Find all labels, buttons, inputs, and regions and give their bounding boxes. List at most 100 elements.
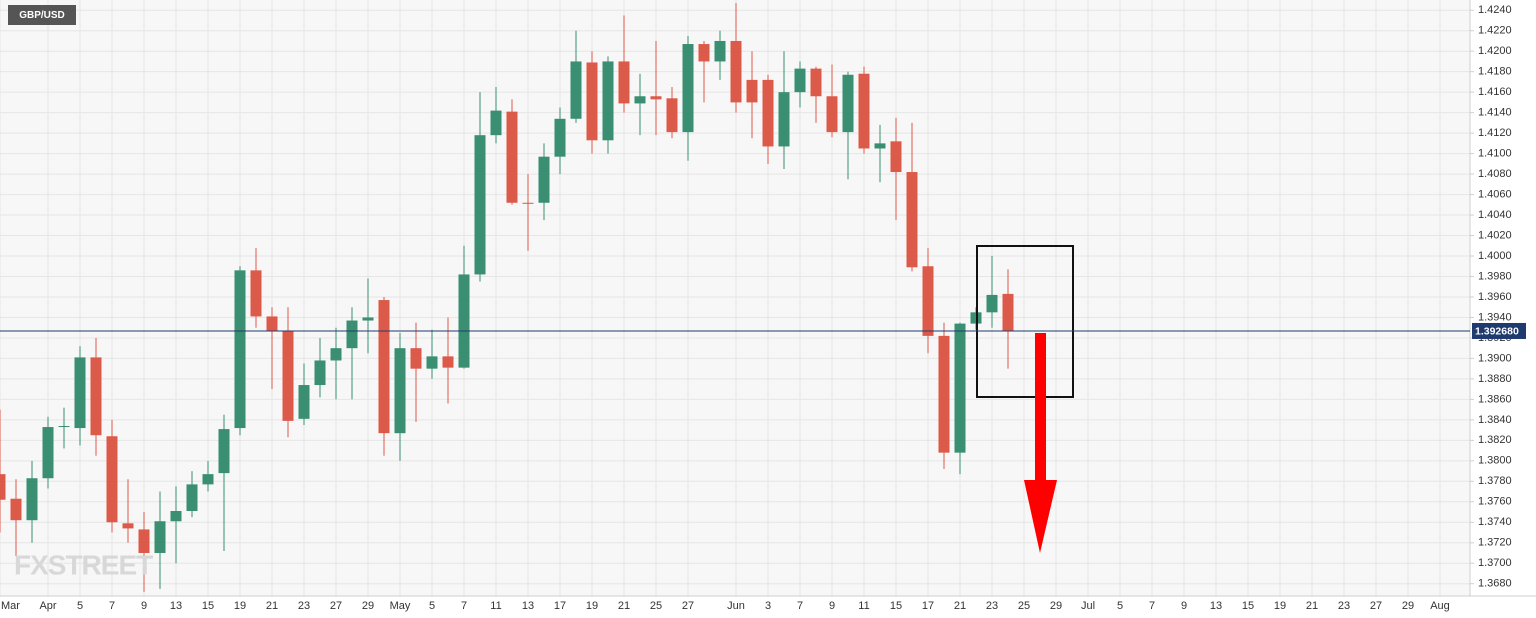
x-tick-label: 21 [618,600,630,612]
x-tick-label: 19 [234,600,246,612]
y-tick-label: 1.3740 [1478,516,1512,528]
chart-title: GBP/USD [19,10,65,21]
candle-body [554,118,566,157]
x-tick-label: 29 [362,600,374,612]
candle-body [314,360,326,386]
x-tick-label: 5 [77,600,83,612]
watermark: FXSTREET [14,549,153,580]
y-tick-label: 1.3980 [1478,270,1512,282]
price-label-box [1472,322,1526,339]
candle-body [1002,293,1014,331]
x-tick-label: 19 [586,600,598,612]
candle-body [394,348,406,434]
y-tick-label: 1.4040 [1478,209,1512,221]
y-tick-label: 1.4060 [1478,188,1512,200]
candle-body [426,356,438,369]
candle-body [106,436,118,523]
candle-body [0,474,6,500]
x-tick-label: 27 [1370,600,1382,612]
y-tick-label: 1.4000 [1478,250,1512,262]
x-tick-label: 29 [1402,600,1414,612]
candle-body [506,111,518,203]
x-tick-label: 5 [1117,600,1123,612]
candle-body [634,96,646,104]
candle-body [906,172,918,268]
candle-body [26,478,38,521]
y-tick-label: 1.4140 [1478,107,1512,119]
candle-body [826,96,838,133]
y-tick-label: 1.3880 [1478,373,1512,385]
candle-body [74,357,86,429]
x-tick-label: 13 [1210,600,1222,612]
x-tick-label: 19 [1274,600,1286,612]
x-tick-label: 23 [298,600,310,612]
y-tick-label: 1.3720 [1478,537,1512,549]
candle-body [474,135,486,275]
candle-body [202,474,214,485]
candle-body [346,320,358,349]
x-tick-label: 15 [1242,600,1254,612]
x-tick-label: 7 [797,600,803,612]
candle-body [730,40,742,103]
y-tick-label: 1.4180 [1478,66,1512,78]
candle-body [298,385,310,419]
x-tick-label: 17 [554,600,566,612]
x-tick-label: 11 [858,600,869,612]
candle-body [698,44,710,62]
x-tick-label: 13 [170,600,182,612]
x-tick-label: 5 [429,600,435,612]
candle-body [890,141,902,173]
candle-body [410,348,422,369]
x-tick-label: 9 [829,600,835,612]
x-tick-label: 27 [682,600,694,612]
x-tick-label: 9 [141,600,147,612]
candle-body [522,202,534,204]
y-tick-label: 1.3800 [1478,455,1512,467]
candle-body [810,68,822,97]
x-tick-label: Aug [1430,600,1450,612]
candle-body [218,429,230,474]
candle-body [282,330,294,421]
x-tick-label: 23 [986,600,998,612]
y-tick-label: 1.3760 [1478,496,1512,508]
y-tick-label: 1.3700 [1478,557,1512,569]
x-tick-label: 7 [109,600,115,612]
x-tick-label: 17 [922,600,934,612]
candle-body [586,62,598,141]
candle-body [90,357,102,436]
x-tick-label: Apr [39,600,56,612]
annotation-box [976,245,1074,398]
x-tick-label: 29 [1050,600,1062,612]
candle-body [602,61,614,141]
candle-body [650,96,662,100]
y-tick-label: 1.4020 [1478,229,1512,241]
candle-body [378,300,390,434]
y-tick-label: 1.4080 [1478,168,1512,180]
y-tick-label: 1.3860 [1478,393,1512,405]
x-tick-label: Jul [1081,600,1095,612]
candle-body [762,79,774,147]
x-tick-label: 7 [461,600,467,612]
y-tick-label: 1.3900 [1478,352,1512,364]
title-badge [8,5,76,25]
candle-body [234,270,246,429]
candle-body [186,484,198,512]
y-tick-label: 1.3940 [1478,311,1512,323]
candle-body [794,68,806,93]
down-arrow [1024,333,1057,553]
candle-body [714,40,726,62]
x-tick-label: 9 [1181,600,1187,612]
x-tick-label: 15 [890,600,902,612]
x-tick-label: 25 [1018,600,1030,612]
candle-body [10,498,22,521]
candle-body [618,61,630,104]
candle-body [170,511,182,522]
y-tick-label: 1.3780 [1478,475,1512,487]
y-tick-label: 1.4160 [1478,86,1512,98]
candle-body [538,156,550,203]
candle-body [986,294,998,313]
candle-body [858,73,870,149]
candle-body [250,270,262,317]
x-tick-label: 13 [522,600,534,612]
